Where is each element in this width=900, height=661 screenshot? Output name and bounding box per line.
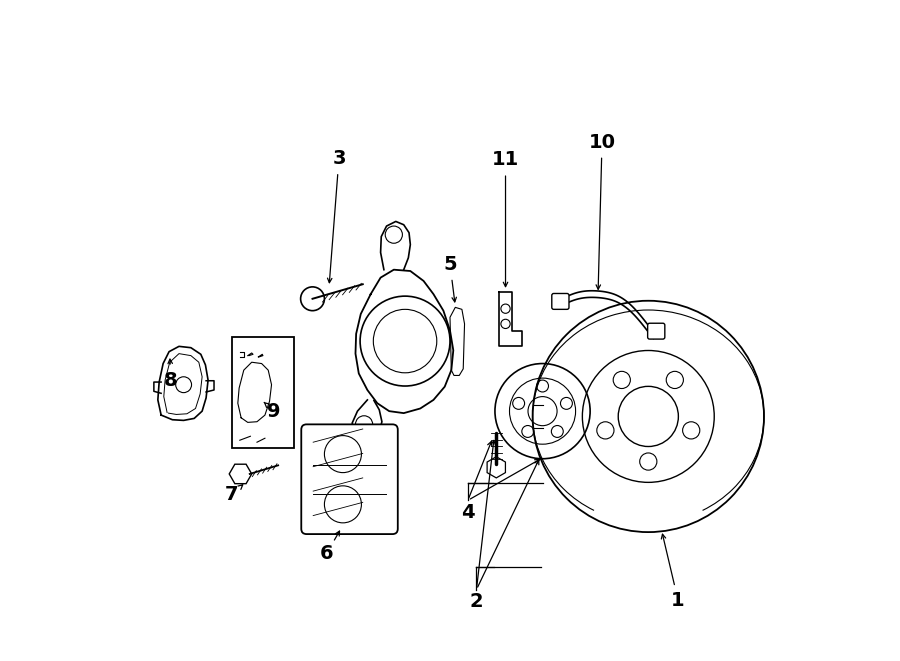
Text: 5: 5 (443, 255, 457, 274)
Text: 11: 11 (492, 151, 519, 169)
Text: 10: 10 (589, 133, 616, 151)
Text: 1: 1 (671, 591, 685, 609)
Polygon shape (499, 292, 522, 346)
Polygon shape (381, 221, 410, 270)
Text: 3: 3 (332, 149, 346, 168)
Text: 7: 7 (225, 485, 238, 504)
FancyBboxPatch shape (648, 323, 665, 339)
Text: 2: 2 (470, 592, 483, 611)
Bar (232, 337, 294, 448)
Polygon shape (356, 270, 454, 413)
Text: 6: 6 (320, 545, 333, 563)
Text: 4: 4 (461, 503, 474, 522)
FancyBboxPatch shape (302, 424, 398, 534)
FancyBboxPatch shape (552, 293, 569, 309)
Polygon shape (158, 346, 208, 420)
Text: 9: 9 (267, 402, 281, 420)
Polygon shape (352, 400, 382, 438)
Text: 8: 8 (164, 371, 178, 389)
